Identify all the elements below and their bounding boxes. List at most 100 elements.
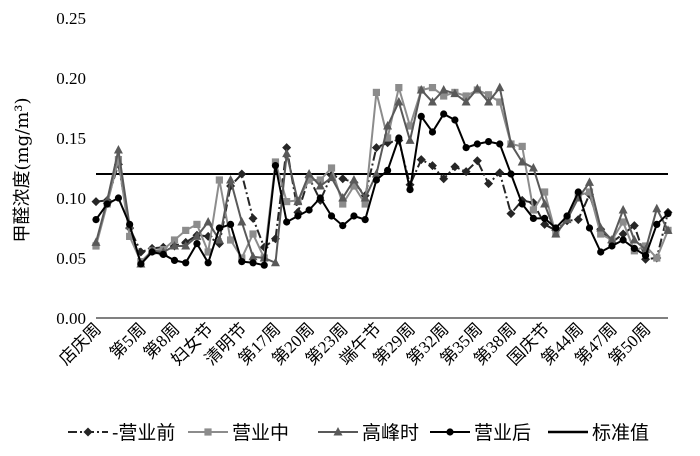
- data-point: [316, 194, 324, 202]
- legend-swatch-marker: [204, 428, 212, 436]
- data-point: [103, 200, 111, 208]
- data-point: [540, 219, 550, 229]
- data-point: [618, 205, 628, 214]
- legend-item: 高峰时: [318, 422, 419, 444]
- data-point: [395, 134, 403, 142]
- data-point: [114, 156, 123, 164]
- data-point: [484, 91, 493, 99]
- series-4: [92, 110, 672, 269]
- data-point: [182, 226, 190, 234]
- data-point: [193, 240, 201, 248]
- data-point: [294, 212, 302, 220]
- data-point: [271, 162, 280, 170]
- data-point: [427, 97, 437, 106]
- data-point: [137, 260, 145, 268]
- data-point: [495, 168, 505, 178]
- data-point: [282, 143, 292, 153]
- data-point: [204, 259, 212, 267]
- data-point: [383, 121, 393, 130]
- data-point: [192, 231, 202, 240]
- data-point: [260, 261, 268, 269]
- data-point: [529, 206, 538, 214]
- data-point: [496, 98, 504, 106]
- data-point: [507, 170, 515, 178]
- data-point: [417, 112, 425, 120]
- data-point: [237, 169, 247, 179]
- data-point: [552, 224, 560, 232]
- data-point: [203, 217, 213, 226]
- data-point: [574, 188, 582, 196]
- data-point: [170, 236, 179, 244]
- data-point: [304, 169, 314, 178]
- data-point: [518, 200, 526, 208]
- data-point: [349, 175, 359, 184]
- data-point: [664, 210, 672, 218]
- data-point: [451, 116, 459, 124]
- data-point: [406, 186, 414, 194]
- data-point: [405, 135, 415, 144]
- data-point: [248, 251, 258, 261]
- data-point: [641, 252, 650, 260]
- data-point: [170, 256, 179, 264]
- data-point: [472, 83, 482, 93]
- data-point: [427, 161, 437, 171]
- data-point: [652, 203, 662, 213]
- data-point: [619, 236, 627, 244]
- data-point: [450, 162, 460, 172]
- data-point: [126, 232, 134, 240]
- data-point: [372, 176, 380, 184]
- data-point: [327, 164, 336, 172]
- data-point: [327, 172, 337, 182]
- y-tick-label: 0.00: [56, 309, 86, 328]
- data-point: [361, 200, 369, 208]
- data-point: [540, 199, 550, 208]
- data-point: [248, 213, 258, 223]
- data-point: [193, 220, 201, 228]
- data-point: [113, 145, 123, 154]
- data-point: [462, 144, 470, 152]
- data-point: [92, 242, 100, 250]
- x-tick-label: 第5周: [106, 319, 149, 362]
- legend-swatch-marker: [446, 428, 454, 436]
- data-point: [215, 176, 223, 184]
- data-point: [372, 88, 380, 96]
- data-point: [126, 220, 134, 228]
- data-point: [91, 197, 101, 207]
- data-point: [653, 220, 661, 228]
- legend-item: 营业中: [188, 422, 289, 444]
- data-point: [653, 254, 661, 262]
- series-lines: [91, 82, 673, 269]
- y-tick-label: 0.25: [56, 9, 86, 28]
- legend: -营业前 营业中 高峰时 营业后 标准值: [68, 422, 649, 444]
- data-point: [506, 209, 516, 219]
- data-point: [350, 212, 358, 220]
- data-point: [630, 244, 638, 252]
- data-point: [597, 248, 605, 256]
- data-point: [371, 143, 381, 153]
- data-point: [461, 97, 471, 106]
- data-point: [573, 215, 583, 225]
- data-point: [416, 155, 426, 165]
- data-point: [371, 169, 381, 178]
- legend-item: 营业后: [430, 422, 531, 444]
- legend-label: 营业后: [474, 422, 531, 444]
- legend-label: 营业中: [232, 422, 289, 444]
- data-point: [182, 259, 190, 267]
- data-point: [238, 254, 246, 262]
- legend-label: 高峰时: [362, 422, 419, 444]
- data-point: [384, 134, 392, 142]
- data-point: [384, 166, 392, 174]
- series-line: [95, 112, 669, 267]
- data-point: [439, 174, 449, 184]
- data-point: [282, 148, 292, 158]
- data-point: [518, 142, 526, 150]
- series-line: [95, 85, 669, 267]
- data-point: [339, 200, 347, 208]
- y-axis-ticks: 0.00 0.05 0.10 0.15 0.20 0.25: [56, 9, 86, 328]
- data-point: [394, 97, 404, 106]
- data-point: [237, 217, 247, 226]
- data-point: [214, 235, 224, 244]
- data-point: [327, 212, 336, 220]
- y-tick-label: 0.10: [56, 189, 86, 208]
